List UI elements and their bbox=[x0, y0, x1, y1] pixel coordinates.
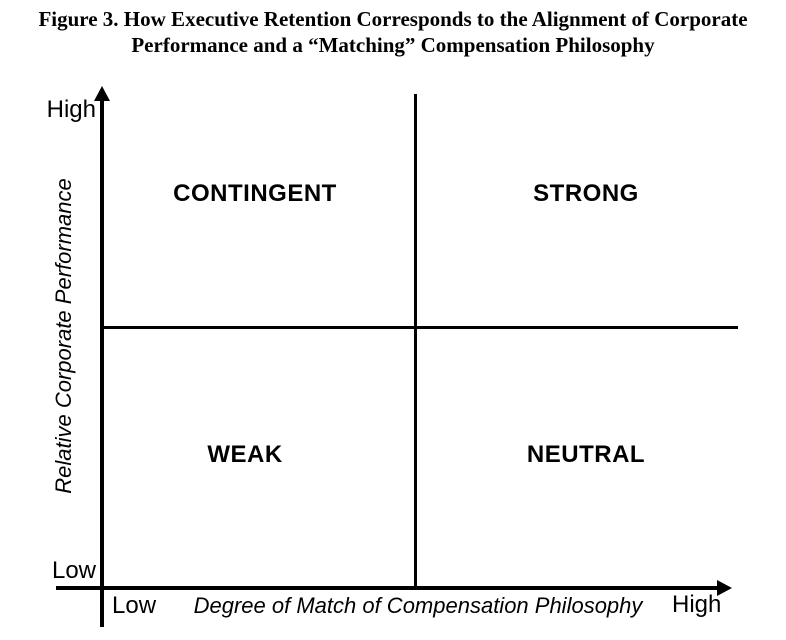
figure-caption-line2: Performance and a “Matching” Compensatio… bbox=[131, 33, 655, 57]
quadrant-label-contingent: CONTINGENT bbox=[173, 180, 337, 207]
figure-caption: Figure 3. How Executive Retention Corres… bbox=[0, 6, 786, 58]
quadrant-label-strong: STRONG bbox=[533, 180, 639, 207]
x-axis-line bbox=[56, 586, 720, 590]
horizontal-quadrant-divider bbox=[101, 326, 738, 329]
vertical-quadrant-divider bbox=[414, 94, 417, 588]
x-axis-tick-high: High bbox=[672, 591, 722, 618]
x-axis-arrow-right-icon bbox=[717, 580, 732, 596]
y-axis-title: Relative Corporate Performance bbox=[51, 178, 76, 494]
x-axis-tick-low: Low bbox=[112, 592, 157, 619]
figure-caption-line1: Figure 3. How Executive Retention Corres… bbox=[38, 7, 748, 31]
quadrant-label-weak: WEAK bbox=[207, 441, 283, 468]
y-axis-arrow-up-icon bbox=[94, 86, 110, 101]
y-axis-tick-high: High bbox=[46, 96, 96, 123]
y-axis-line bbox=[100, 96, 104, 627]
y-axis-tick-low: Low bbox=[51, 557, 96, 584]
quadrant-label-neutral: NEUTRAL bbox=[526, 441, 646, 468]
x-axis-title: Degree of Match of Compensation Philosop… bbox=[193, 593, 643, 618]
